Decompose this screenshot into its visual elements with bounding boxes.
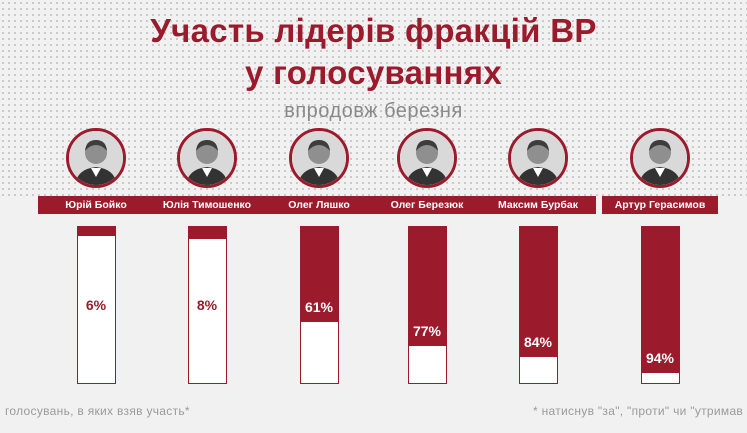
bar-fill bbox=[519, 227, 557, 357]
value-label: 77% bbox=[412, 323, 442, 339]
person-card: Олег Березюк bbox=[369, 128, 485, 218]
bar-fill bbox=[408, 227, 446, 346]
category-label: Артур Герасимов bbox=[602, 196, 718, 214]
bar-fill bbox=[188, 227, 226, 239]
page-title-line2: у голосуваннях bbox=[244, 54, 502, 91]
value-label: 94% bbox=[645, 350, 675, 366]
person-photo-icon bbox=[630, 128, 690, 188]
footnote-left: голосувань, в яких взяв участь* bbox=[5, 404, 190, 418]
bar-track: 84% bbox=[518, 226, 558, 384]
value-label: 61% bbox=[304, 299, 334, 315]
person-card: Юрій Бойко bbox=[38, 128, 154, 218]
category-label: Юрій Бойко bbox=[38, 196, 154, 214]
person-photo-icon bbox=[289, 128, 349, 188]
category-label: Олег Ляшко bbox=[261, 196, 377, 214]
person-photo-icon bbox=[177, 128, 237, 188]
value-label: 84% bbox=[523, 334, 553, 350]
value-label: 6% bbox=[85, 296, 107, 313]
category-label: Максим Бурбак bbox=[480, 196, 596, 214]
person-photo-icon bbox=[66, 128, 126, 188]
bar-track: 94% bbox=[640, 226, 680, 384]
page-subtitle: впродовж березня bbox=[284, 100, 463, 122]
person-card: Олег Ляшко bbox=[261, 128, 377, 218]
person-card: Максим Бурбак bbox=[480, 128, 596, 218]
person-card: Юлія Тимошенко bbox=[149, 128, 265, 218]
bar-fill bbox=[641, 227, 679, 373]
bar-fill bbox=[300, 227, 338, 322]
category-label: Олег Березюк bbox=[369, 196, 485, 214]
value-label: 8% bbox=[196, 296, 218, 313]
page-title: Участь лідерів фракцій ВР bbox=[150, 12, 597, 49]
bar-fill bbox=[77, 227, 115, 236]
bar-track: 61% bbox=[299, 226, 339, 384]
lower-background bbox=[0, 200, 747, 433]
footnote-right: * натиснув "за", "проти" чи "утримав bbox=[533, 404, 744, 418]
bar-track: 77% bbox=[407, 226, 447, 384]
bar-track: 6% bbox=[76, 226, 116, 384]
bar-track: 8% bbox=[187, 226, 227, 384]
person-photo-icon bbox=[508, 128, 568, 188]
person-card: Артур Герасимов bbox=[602, 128, 718, 218]
category-label: Юлія Тимошенко bbox=[149, 196, 265, 214]
person-photo-icon bbox=[397, 128, 457, 188]
